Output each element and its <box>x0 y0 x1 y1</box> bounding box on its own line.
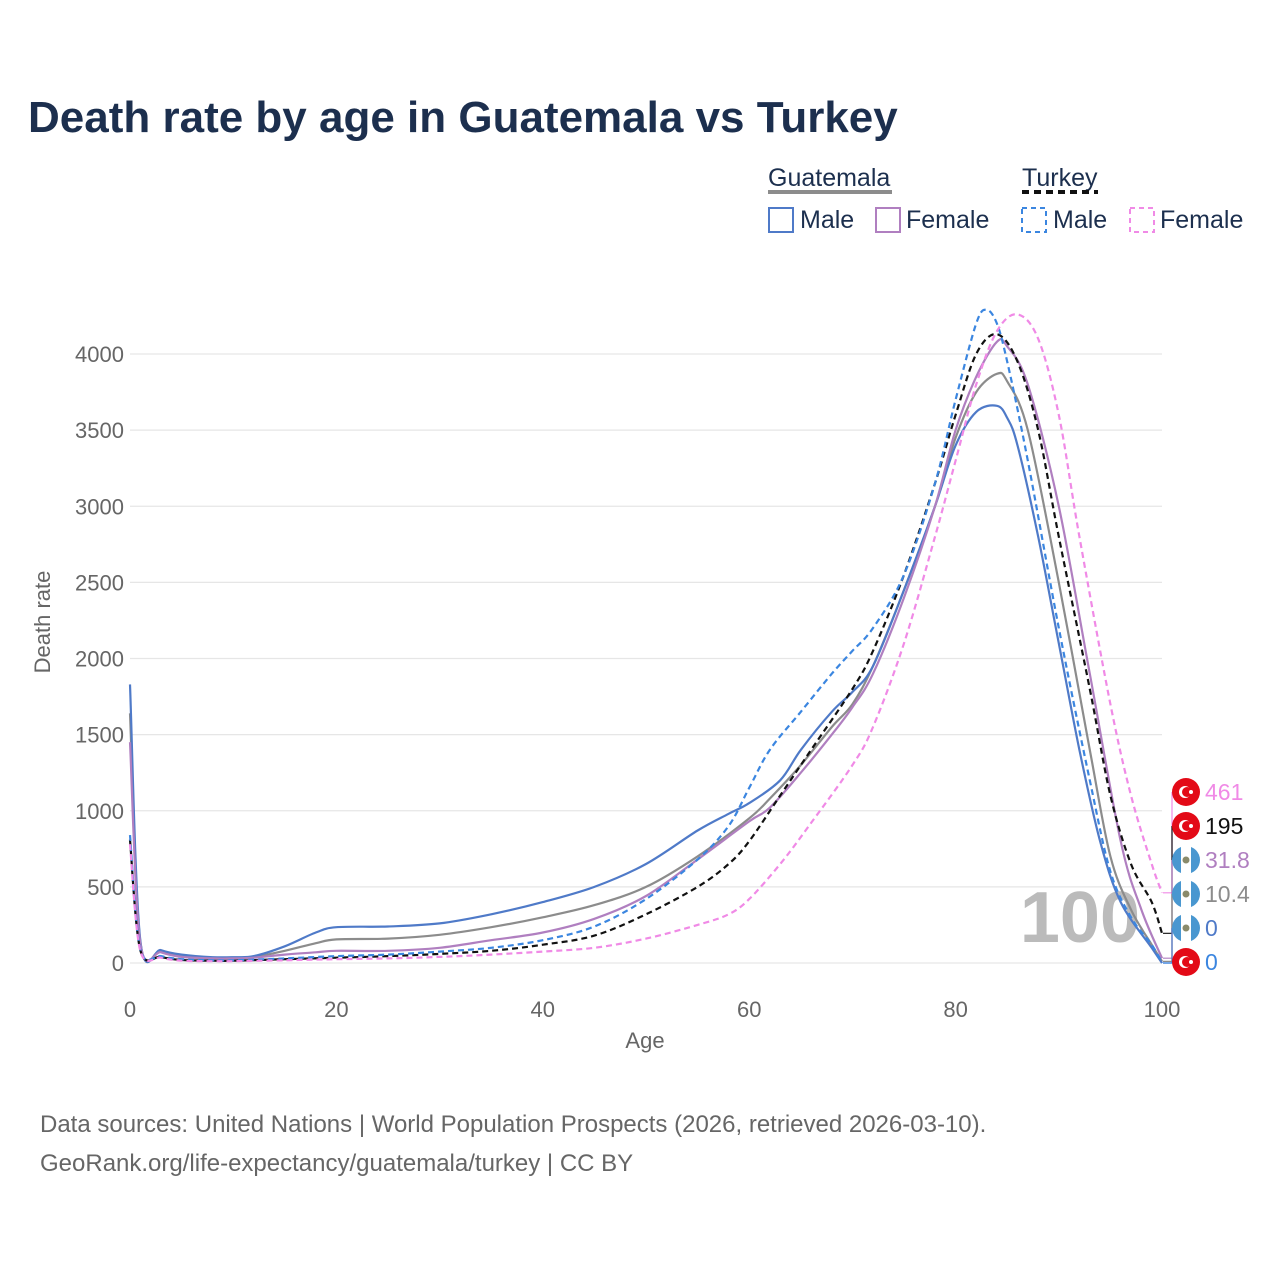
source-line-2: GeoRank.org/life-expectancy/guatemala/tu… <box>40 1150 633 1177</box>
y-tick-label: 0 <box>112 951 124 976</box>
guatemala-flag-icon <box>1172 846 1200 874</box>
chart-title: Death rate by age in Guatemala vs Turkey <box>28 93 898 142</box>
y-axis-ticks: 0 500 1000 1500 2000 2500 3000 3500 4000 <box>75 342 124 976</box>
x-tick-label: 0 <box>124 997 136 1022</box>
guatemala-flag-icon <box>1172 880 1200 908</box>
current-age-label: 100 <box>1020 878 1140 958</box>
y-tick-label: 1500 <box>75 723 124 748</box>
series-line-guatemala-male[interactable] <box>128 404 1163 964</box>
series-line-guatemala-total[interactable] <box>128 371 1163 963</box>
legend-label-turkey-female: Female <box>1160 206 1243 234</box>
series-line-turkey-total[interactable] <box>128 333 1164 962</box>
legend-group-guatemala[interactable]: Guatemala Male Female <box>768 164 989 234</box>
legend-label-guatemala-male: Male <box>800 206 854 234</box>
y-tick-label: 2000 <box>75 647 124 672</box>
legend-swatch-guatemala-female <box>875 207 901 233</box>
end-value-turkey-male: 0 <box>1205 949 1218 975</box>
end-connector <box>1163 792 1173 894</box>
series-lines <box>128 308 1164 964</box>
x-axis-label: Age <box>625 1028 664 1053</box>
y-tick-label: 3000 <box>75 494 124 519</box>
series-line-turkey-male[interactable] <box>128 308 1163 964</box>
end-connector <box>1163 962 1173 964</box>
end-labels: 461 195 31.8 10.4 0 0 <box>1163 778 1250 976</box>
x-tick-label: 80 <box>943 997 967 1022</box>
series-line-guatemala-female[interactable] <box>128 338 1164 962</box>
legend-country-turkey: Turkey <box>1022 164 1098 192</box>
x-tick-label: 20 <box>324 997 348 1022</box>
end-connector <box>1163 826 1173 934</box>
y-tick-label: 4000 <box>75 342 124 367</box>
end-value-guatemala-female: 31.8 <box>1205 847 1250 873</box>
series-line-turkey-female[interactable] <box>128 313 1164 963</box>
y-tick-label: 2500 <box>75 570 124 595</box>
legend-swatch-turkey-male <box>1021 207 1047 233</box>
legend-country-guatemala: Guatemala <box>768 164 890 192</box>
legend-group-turkey[interactable]: Turkey Male Female <box>1021 164 1243 234</box>
end-value-turkey-total: 195 <box>1205 813 1243 839</box>
y-axis-label: Death rate <box>30 571 55 674</box>
source-line-1: Data sources: United Nations | World Pop… <box>40 1111 986 1138</box>
grid <box>130 353 1162 964</box>
end-value-guatemala-total: 10.4 <box>1205 881 1250 907</box>
x-tick-label: 60 <box>737 997 761 1022</box>
end-connector <box>1163 894 1173 962</box>
y-tick-label: 1000 <box>75 799 124 824</box>
y-tick-label: 500 <box>87 875 124 900</box>
legend-label-guatemala-female: Female <box>906 206 989 234</box>
legend-swatch-guatemala-male <box>768 207 794 233</box>
legend-label-turkey-male: Male <box>1053 206 1107 234</box>
y-tick-label: 3500 <box>75 418 124 443</box>
turkey-flag-icon <box>1172 948 1200 976</box>
legend: Guatemala Male Female Turkey Male Female <box>768 164 1243 234</box>
x-axis-ticks: 0 20 40 60 80 100 <box>124 997 1180 1022</box>
x-tick-label: 100 <box>1144 997 1181 1022</box>
x-tick-label: 40 <box>531 997 555 1022</box>
turkey-flag-icon <box>1172 778 1200 806</box>
legend-swatch-turkey-female <box>1129 207 1155 233</box>
end-value-turkey-female: 461 <box>1205 779 1243 805</box>
end-value-guatemala-male: 0 <box>1205 915 1218 941</box>
guatemala-flag-icon <box>1172 914 1200 942</box>
end-connector <box>1163 860 1173 959</box>
turkey-flag-icon <box>1172 812 1200 840</box>
